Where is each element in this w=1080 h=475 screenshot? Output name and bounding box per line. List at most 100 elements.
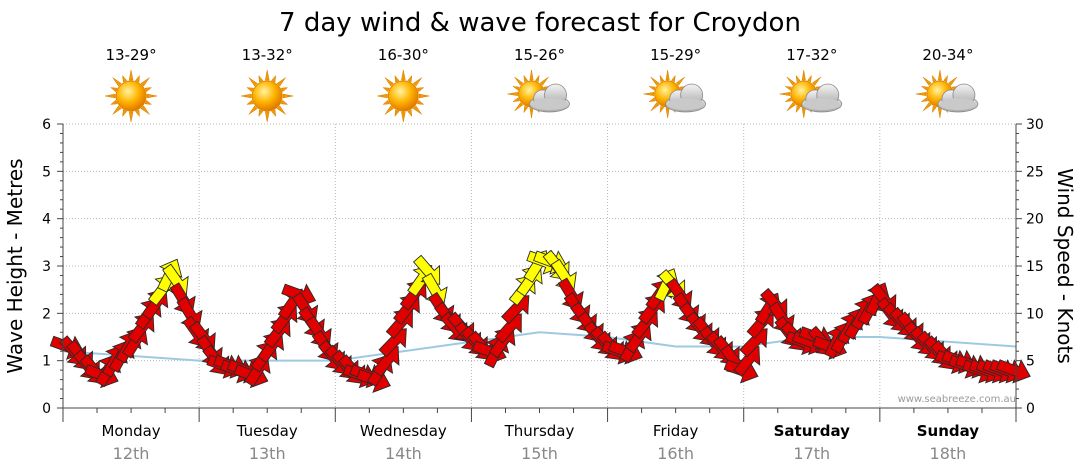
sun-ray xyxy=(276,77,286,87)
sun-ray xyxy=(394,109,400,118)
sun-ray xyxy=(105,93,116,99)
sun-ray xyxy=(807,74,812,83)
sun-ray xyxy=(394,74,400,83)
sun-ray xyxy=(922,76,932,86)
cloud-fill xyxy=(939,98,976,110)
sun-ray xyxy=(784,97,792,103)
sun-ray xyxy=(948,76,958,86)
day-column-saturday: 17-32° Saturday 17th xyxy=(774,46,851,463)
cloud-shape xyxy=(937,83,979,113)
sun-ray xyxy=(382,87,390,93)
y-right-tick-label: 30 xyxy=(1026,117,1044,133)
y-left-tick-label: 4 xyxy=(42,212,51,228)
sun-ray xyxy=(937,107,942,119)
y-right-tick-label: 10 xyxy=(1026,306,1044,322)
partly-cloudy-icon xyxy=(643,69,707,119)
sun-ray xyxy=(416,99,425,105)
sun-ray xyxy=(412,77,422,87)
sun-ray xyxy=(648,85,656,91)
sun-ray xyxy=(779,92,791,96)
sun-ray xyxy=(280,99,289,105)
sun-ray xyxy=(280,87,289,93)
sun-ray xyxy=(801,69,806,81)
sun-ray xyxy=(282,93,294,99)
sun-disc xyxy=(251,80,283,112)
sun-ray xyxy=(246,87,254,93)
partly-cloudy-icon xyxy=(779,69,843,119)
day-column-friday: 15-29° Friday 16th xyxy=(643,46,707,463)
day-temperature: 17-32° xyxy=(786,46,837,64)
sun-ray xyxy=(512,85,520,91)
sun-ray xyxy=(146,93,158,99)
sun-ray xyxy=(246,99,254,105)
sun-ray xyxy=(416,87,425,93)
sun-ray xyxy=(248,77,258,87)
day-date: 15th xyxy=(521,444,558,463)
y-right-tick-label: 5 xyxy=(1026,354,1035,370)
day-column-sunday: 20-34° Sunday 18th xyxy=(915,46,980,463)
sun-ray xyxy=(248,105,258,115)
sun-ray xyxy=(264,69,270,81)
sun-ray xyxy=(523,74,529,83)
sun-ray xyxy=(140,105,150,115)
day-column-thursday: 15-26° Thursday 15th xyxy=(504,46,575,463)
sun-ray xyxy=(514,102,524,112)
partly-cloudy-icon xyxy=(915,69,979,119)
sunny-icon xyxy=(105,69,158,123)
sun-ray xyxy=(384,105,394,115)
sun-ray xyxy=(539,76,549,86)
y-left-tick-label: 3 xyxy=(42,259,51,275)
day-temperature: 16-30° xyxy=(378,46,429,64)
sun-ray xyxy=(112,105,122,115)
sun-ray xyxy=(920,97,929,103)
sun-ray xyxy=(801,107,806,119)
wind-arrow xyxy=(176,296,203,330)
sun-ray xyxy=(795,105,801,114)
sun-ray xyxy=(112,77,122,87)
sun-rays xyxy=(105,69,158,123)
sun-ray xyxy=(507,92,518,96)
y-left-tick-label: 2 xyxy=(42,306,51,322)
day-name: Monday xyxy=(101,422,160,440)
y-right-tick-label: 15 xyxy=(1026,259,1044,275)
sun-rays xyxy=(241,69,294,123)
sun-ray xyxy=(795,74,801,83)
day-name: Saturday xyxy=(774,422,851,440)
sunny-icon xyxy=(241,69,294,123)
y-left-tick-label: 5 xyxy=(42,164,51,180)
sun-ray xyxy=(258,109,264,118)
sun-ray xyxy=(529,107,534,119)
sun-ray xyxy=(931,74,937,83)
sun-ray xyxy=(128,69,134,81)
day-temperature: 15-29° xyxy=(650,46,701,64)
day-name: Sunday xyxy=(917,422,980,440)
sun-ray xyxy=(786,76,796,86)
sun-ray xyxy=(786,102,796,112)
sun-ray xyxy=(140,77,150,87)
wind-arrow-shape xyxy=(995,359,1031,384)
sun-ray xyxy=(514,76,524,86)
sun-ray xyxy=(134,74,140,83)
sun-ray xyxy=(937,69,942,81)
sun-ray xyxy=(643,92,654,96)
sun-ray xyxy=(512,97,520,103)
sun-ray xyxy=(264,111,270,123)
day-column-monday: 13-29° Monday 12th xyxy=(101,46,160,463)
wind-arrow xyxy=(995,359,1031,384)
sun-ray xyxy=(650,76,660,86)
sun-ray xyxy=(915,92,927,96)
sun-ray xyxy=(122,74,128,83)
wind-arrow xyxy=(421,272,448,306)
sun-ray xyxy=(922,102,932,112)
sun-ray xyxy=(144,99,153,105)
cloud-shape xyxy=(529,83,570,113)
cloud-shape xyxy=(665,83,707,113)
sun-ray xyxy=(418,93,430,99)
day-name: Thursday xyxy=(504,422,575,440)
day-name: Tuesday xyxy=(236,422,298,440)
cloud-fill xyxy=(531,98,568,110)
sun-rays xyxy=(377,69,430,123)
day-date: 14th xyxy=(385,444,422,463)
day-date: 16th xyxy=(657,444,694,463)
